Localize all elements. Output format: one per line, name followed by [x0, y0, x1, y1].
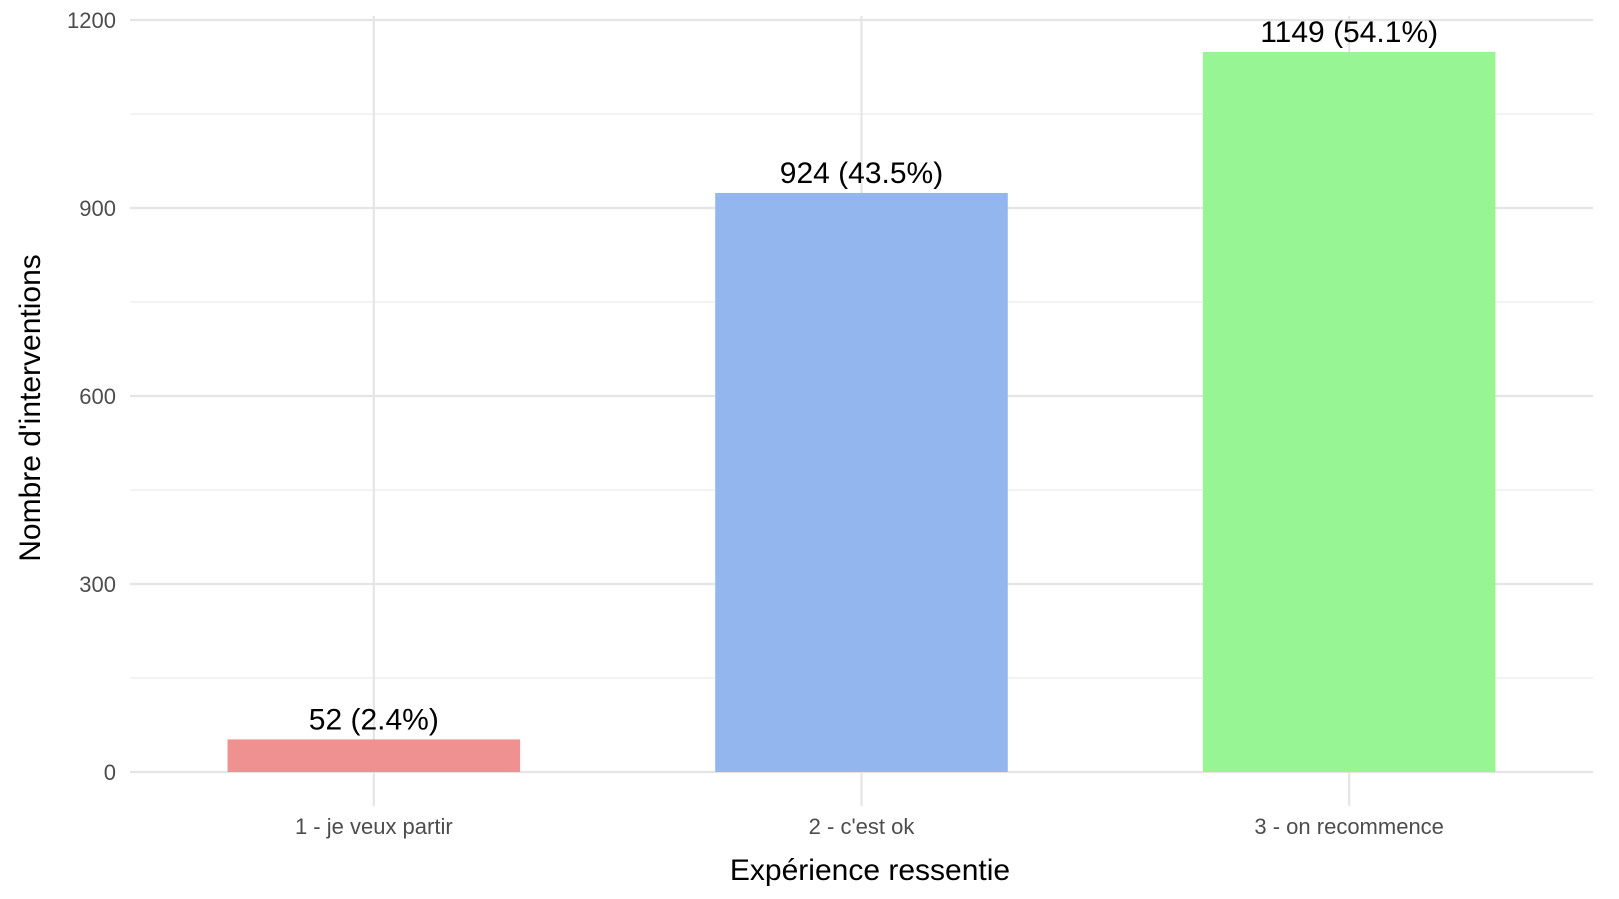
data-labels: 52 (2.4%) 924 (43.5%) 1149 (54.1%) — [309, 16, 1438, 736]
x-axis-title: Expérience ressentie — [730, 854, 1010, 887]
data-label: 1149 (54.1%) — [1260, 16, 1438, 49]
data-label: 924 (43.5%) — [780, 157, 943, 190]
bars — [227, 51, 1496, 772]
bar — [1202, 51, 1496, 772]
y-tick-label: 0 — [104, 760, 116, 785]
data-label: 52 (2.4%) — [309, 703, 439, 736]
y-tick-label: 1200 — [67, 8, 116, 33]
x-axis-tick-labels: 1 - je veux partir 2 - c'est ok 3 - on rec… — [295, 814, 1444, 839]
y-tick-label: 900 — [79, 196, 116, 221]
x-tick-label: 2 - c'est ok — [809, 814, 916, 839]
y-tick-label: 300 — [79, 572, 116, 597]
bar — [715, 192, 1008, 772]
y-axis-tick-labels: 0 300 600 900 1200 — [67, 8, 116, 785]
x-tick-label: 1 - je veux partir — [295, 814, 453, 839]
y-axis-title: Nombre d'interventions — [14, 254, 47, 562]
bar — [227, 739, 521, 772]
y-tick-label: 600 — [79, 384, 116, 409]
x-tick-label: 3 - on recommence — [1254, 814, 1444, 839]
